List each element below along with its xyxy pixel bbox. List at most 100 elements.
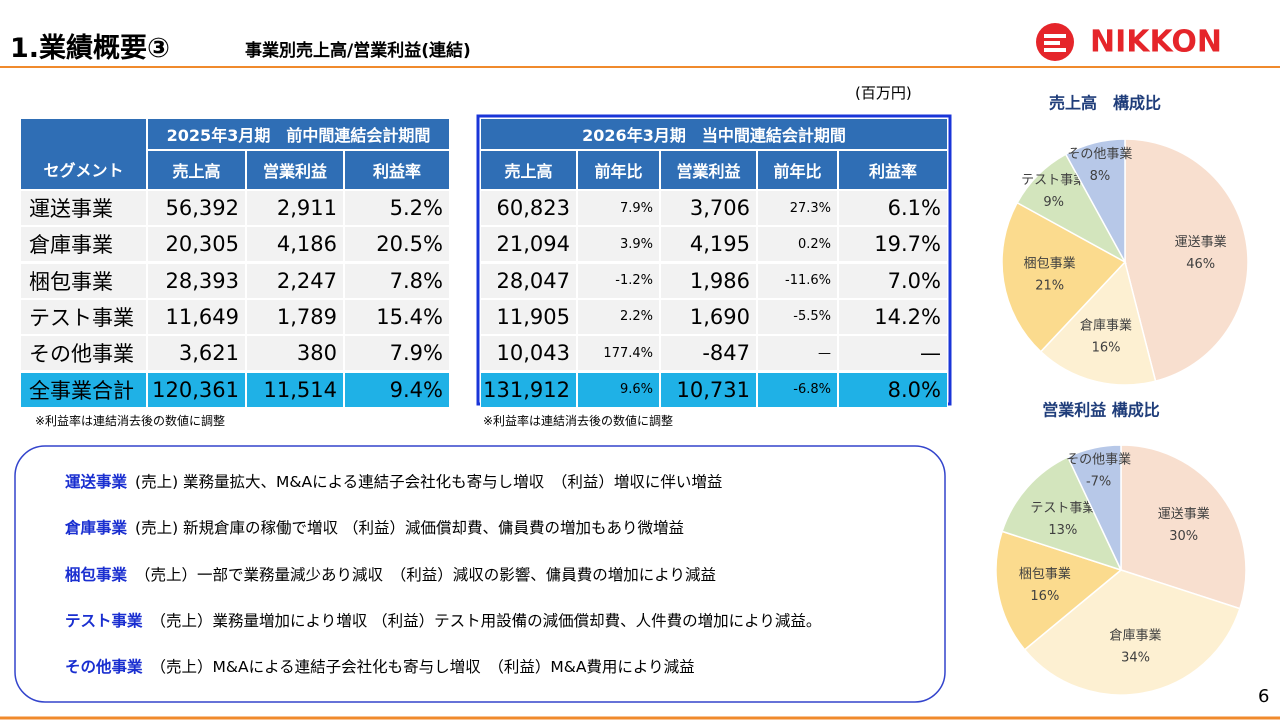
table-cell: 20,305 bbox=[147, 226, 246, 263]
slice-value: 9% bbox=[1043, 195, 1064, 210]
slice-label: 倉庫事業 bbox=[1110, 628, 1162, 644]
table-cell: 3.9% bbox=[577, 226, 660, 263]
table-cell: -11.6% bbox=[757, 262, 838, 299]
table-header: 営業利益 bbox=[660, 150, 757, 190]
commentary-segment: テスト事業 bbox=[65, 611, 143, 630]
table-cell: 10,731 bbox=[660, 371, 757, 408]
table-cell: 倉庫事業 bbox=[20, 226, 147, 263]
table-header: 前年比 bbox=[757, 150, 838, 190]
slice-value: 21% bbox=[1035, 278, 1064, 293]
slice-value: 16% bbox=[1030, 589, 1059, 604]
table-cell: -1.2% bbox=[577, 262, 660, 299]
slice-label: その他事業 bbox=[1066, 451, 1131, 467]
table-cell: 0.2% bbox=[757, 226, 838, 263]
table-cell: 2.2% bbox=[577, 298, 660, 335]
table-cell: 7.8% bbox=[344, 262, 450, 299]
commentary-line: テスト事業 （売上）業務量増加により増収 （利益）テスト用設備の減価償却費、人件費… bbox=[65, 609, 821, 631]
table-cell: -5.5% bbox=[757, 298, 838, 335]
slice-label: 運送事業 bbox=[1158, 506, 1210, 522]
table-cell: 11,905 bbox=[480, 298, 577, 335]
table-cell: 梱包事業 bbox=[20, 262, 147, 299]
table-cell: 1,986 bbox=[660, 262, 757, 299]
commentary-text: （売上）業務量増加により増収 （利益）テスト用設備の減価償却費、人件費の増加によ… bbox=[150, 611, 822, 630]
slice-label: 倉庫事業 bbox=[1080, 317, 1132, 333]
table-cell: その他事業 bbox=[20, 335, 147, 372]
commentary-text: （売上）M&Aによる連結子会社化も寄与し増収 （利益）M&A費用により減益 bbox=[150, 658, 695, 677]
commentary-text: （売上）一部で業務量減少あり減収 （利益）減収の影響、傭員費の増加により減益 bbox=[135, 565, 716, 584]
pie-slice bbox=[995, 530, 1123, 651]
slice-label: 運送事業 bbox=[1175, 234, 1227, 250]
slice-value: 30% bbox=[1169, 529, 1198, 544]
table-cell: -847 bbox=[660, 335, 757, 372]
table-cell: — bbox=[838, 335, 948, 372]
slice-label: その他事業 bbox=[1067, 146, 1132, 162]
slice-value: 46% bbox=[1186, 257, 1215, 272]
pie-slice bbox=[1001, 201, 1127, 353]
table-cell: 1,690 bbox=[660, 298, 757, 335]
pie-slice bbox=[1120, 444, 1247, 610]
table-header: 利益率 bbox=[838, 150, 948, 190]
table-cell: 9.6% bbox=[577, 371, 660, 408]
logo-icon bbox=[1036, 23, 1074, 61]
table-cell: 5.2% bbox=[344, 190, 450, 226]
slice-label: 梱包事業 bbox=[1019, 566, 1071, 582]
logo-text: NIKKON bbox=[1090, 25, 1222, 60]
table-cell: 2,247 bbox=[246, 262, 344, 299]
table-cell: 60,823 bbox=[480, 190, 577, 226]
table-cell: 177.4% bbox=[577, 335, 660, 372]
chart-title: 売上高 構成比 bbox=[1049, 94, 1161, 113]
note: ※利益率は連結消去後の数値に調整 bbox=[35, 414, 226, 428]
table-cell: 7.9% bbox=[344, 335, 450, 372]
table-header: 2026年3月期 当中間連結会計期間 bbox=[480, 118, 948, 150]
table-cell: -6.8% bbox=[757, 371, 838, 408]
table-cell: 120,361 bbox=[147, 371, 246, 408]
slide-subtitle: 事業別売上高/営業利益(連結) bbox=[245, 41, 471, 61]
note: ※利益率は連結消去後の数値に調整 bbox=[483, 414, 674, 428]
table-cell: 21,094 bbox=[480, 226, 577, 263]
table-cell: 6.1% bbox=[838, 190, 948, 226]
table-cell: 3,706 bbox=[660, 190, 757, 226]
table-header: セグメント bbox=[20, 118, 147, 190]
table-cell: 380 bbox=[246, 335, 344, 372]
table-cell: 20.5% bbox=[344, 226, 450, 263]
table-header: 営業利益 bbox=[246, 150, 344, 190]
chart-title: 営業利益 構成比 bbox=[1042, 401, 1160, 420]
slice-label: 梱包事業 bbox=[1024, 255, 1076, 271]
table-cell: 7.9% bbox=[577, 190, 660, 226]
page-number: 6 bbox=[1258, 686, 1270, 707]
table-cell: 15.4% bbox=[344, 298, 450, 335]
slice-value: 34% bbox=[1121, 651, 1150, 666]
commentary-segment: 倉庫事業 bbox=[65, 519, 128, 538]
table-cell: 全事業合計 bbox=[20, 371, 147, 408]
commentary-text: (売上) 新規倉庫の稼働で増収 （利益）減価償却費、傭員費の増加もあり微増益 bbox=[135, 519, 684, 538]
commentary-segment: 運送事業 bbox=[65, 473, 128, 491]
table-cell: 10,043 bbox=[480, 335, 577, 372]
commentary-segment: その他事業 bbox=[65, 658, 143, 677]
slice-value: -7% bbox=[1086, 474, 1111, 489]
pie-slice bbox=[1064, 138, 1126, 263]
commentary-line: その他事業 （売上）M&Aによる連結子会社化も寄与し増収 （利益）M&A費用により… bbox=[65, 655, 695, 677]
slice-value: 16% bbox=[1092, 340, 1121, 355]
table-header: 利益率 bbox=[344, 150, 450, 190]
table-cell: 131,912 bbox=[480, 371, 577, 408]
table-cell: 28,047 bbox=[480, 262, 577, 299]
pie-slice bbox=[1001, 455, 1123, 572]
commentary-box bbox=[14, 445, 946, 703]
table-cell: 11,649 bbox=[147, 298, 246, 335]
table-cell: 7.0% bbox=[838, 262, 948, 299]
table-cell: 11,514 bbox=[246, 371, 344, 408]
table-cell: テスト事業 bbox=[20, 298, 147, 335]
table-cell: 1,789 bbox=[246, 298, 344, 335]
table-header: 2025年3月期 前中間連結会計期間 bbox=[147, 118, 450, 150]
table-cell: 運送事業 bbox=[20, 190, 147, 226]
table-header: 売上高 bbox=[147, 150, 246, 190]
commentary-line: 運送事業 (売上) 業務量拡大、M&Aによる連結子会社化も寄与し増収 （利益）増収… bbox=[65, 470, 722, 492]
table-cell: 27.3% bbox=[757, 190, 838, 226]
table-cell: 28,393 bbox=[147, 262, 246, 299]
commentary-line: 倉庫事業 (売上) 新規倉庫の稼働で増収 （利益）減価償却費、傭員費の増加もあり微… bbox=[65, 516, 684, 538]
pie-slice bbox=[1066, 444, 1122, 571]
table-header: 前年比 bbox=[577, 150, 660, 190]
table-cell: 2,911 bbox=[246, 190, 344, 226]
